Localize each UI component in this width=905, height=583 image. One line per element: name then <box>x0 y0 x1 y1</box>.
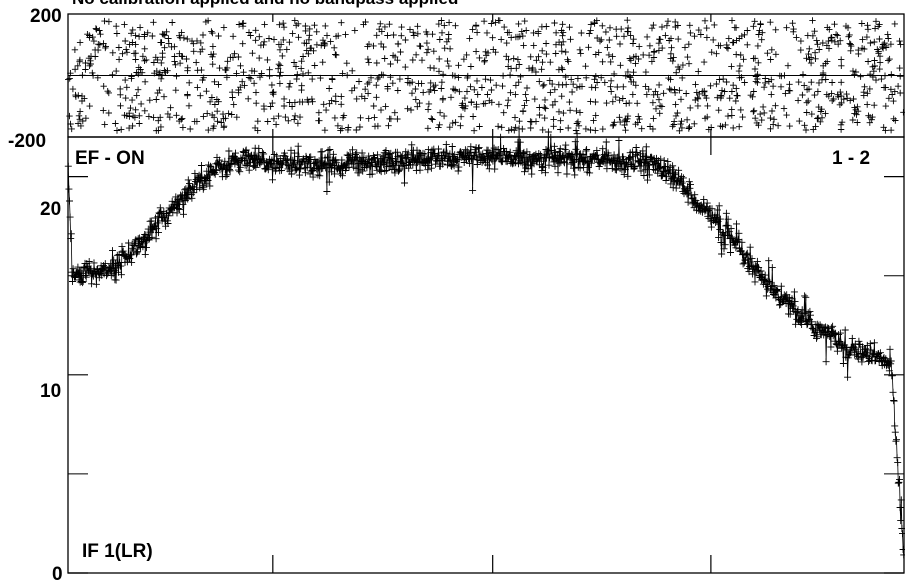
phase-x-ticks <box>272 14 712 137</box>
chart-title: No calibration applied and no bandpass a… <box>72 0 458 8</box>
amplitude-points <box>64 125 905 559</box>
antenna-pair-label: 1 - 2 <box>832 148 870 169</box>
phase-y-tick-bottom: -200 <box>8 131 46 152</box>
amp-y-tick-0: 0 <box>52 564 63 583</box>
phase-data-points <box>65 17 905 134</box>
phase-points <box>65 17 905 134</box>
if-label: IF 1(LR) <box>82 541 153 562</box>
amplitude-y-ticks <box>68 176 904 574</box>
amplitude-data-points <box>64 125 905 559</box>
amplitude-panel: EF - ON 1 - 2 IF 1(LR) 20 10 0 <box>40 125 905 583</box>
phase-panel: No calibration applied and no bandpass a… <box>8 0 905 152</box>
amplitude-x-ticks <box>272 137 712 573</box>
amplitude-panel-frame <box>67 136 905 574</box>
baseline-label: EF - ON <box>75 148 145 169</box>
phase-y-tick-top: 200 <box>30 6 62 27</box>
amp-y-tick-20: 20 <box>40 199 61 220</box>
amp-y-tick-10: 10 <box>40 381 61 402</box>
